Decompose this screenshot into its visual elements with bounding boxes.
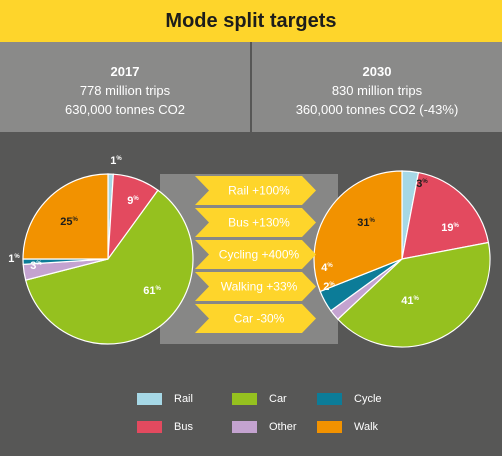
legend-label-cycle: Cycle <box>354 393 382 405</box>
pie-2030: 3% 19% 41% 2% 4% 31% <box>313 170 491 348</box>
change-arrow-3 <box>195 272 316 301</box>
chart-title: Mode split targets <box>165 9 337 32</box>
change-label-0: Rail +100% <box>228 184 290 198</box>
slice-label-2017-bus: 9% <box>127 195 139 207</box>
change-label-2: Cycling +400% <box>219 248 300 262</box>
legend-label-bus: Bus <box>174 421 193 433</box>
legend-swatch-bus <box>137 421 162 433</box>
legend-label-other: Other <box>269 421 297 433</box>
pie-slice-2030-bus <box>401 171 490 260</box>
legend-item-walk: Walk <box>317 421 378 433</box>
legend-swatch-rail <box>137 393 162 405</box>
pie-slice-2017-walk <box>22 173 109 260</box>
slice-label-2030-cycle: 4% <box>321 262 333 274</box>
change-label-3: Walking +33% <box>221 280 298 294</box>
panel-trips-2017: 778 million trips <box>79 83 171 98</box>
change-arrow-2 <box>195 240 316 269</box>
pie-slice-2017-car <box>24 189 194 345</box>
slice-label-2030-other: 2% <box>323 281 335 293</box>
change-arrow-1 <box>195 208 316 237</box>
legend-swatch-cycle <box>317 393 342 405</box>
panel-year-2030: 2030 <box>362 64 392 79</box>
panel-2030: 2030 830 million trips 360,000 tonnes CO… <box>252 42 502 132</box>
legend-swatch-other <box>232 421 257 433</box>
legend-item-car: Car <box>232 393 287 405</box>
change-label-4: Car -30% <box>234 312 285 326</box>
legend: Rail Car Cycle Bus Other Walk <box>0 380 502 456</box>
slice-label-2030-bus: 19% <box>441 222 459 234</box>
pie-slice-2030-car <box>337 241 491 348</box>
legend-item-cycle: Cycle <box>317 393 382 405</box>
pie-charts: 1% 9% 61% 3% 1% 25% 3% 19% 41% 2% 4% 31% Rail +100… <box>8 155 491 348</box>
panel-2017: 2017 778 million trips 630,000 tonnes CO… <box>0 42 250 132</box>
legend-item-rail: Rail <box>137 393 193 405</box>
change-arrows: Rail +100% Bus +130% Cycling +400% Walking … <box>195 176 316 333</box>
slice-label-2030-walk: 31% <box>357 217 375 229</box>
legend-label-walk: Walk <box>354 421 379 433</box>
change-arrow-4 <box>195 304 316 333</box>
change-label-1: Bus +130% <box>228 216 290 230</box>
legend-label-car: Car <box>269 393 287 405</box>
panel-year-2017: 2017 <box>110 64 140 79</box>
legend-item-other: Other <box>232 421 297 433</box>
change-arrow-0 <box>195 176 316 205</box>
legend-item-bus: Bus <box>137 421 193 433</box>
title-bar: Mode split targets <box>0 0 502 42</box>
panel-trips-2030: 830 million trips <box>331 83 423 98</box>
pie-slice-2030-walk <box>313 170 403 293</box>
slice-label-2030-rail: 3% <box>416 178 428 190</box>
legend-label-rail: Rail <box>174 393 193 405</box>
slice-label-2017-walk: 25% <box>60 216 78 228</box>
panel-co2-2017: 630,000 tonnes CO2 <box>65 102 185 117</box>
slice-label-2030-car: 41% <box>401 295 419 307</box>
slice-label-2017-cycle: 1% <box>8 253 20 265</box>
legend-swatch-walk <box>317 421 342 433</box>
slice-label-2017-other: 3% <box>30 260 42 272</box>
panel-co2-2030: 360,000 tonnes CO2 (-43%) <box>295 102 459 117</box>
slice-label-2017-rail: 1% <box>110 155 122 167</box>
pie-2017: 1% 9% 61% 3% 1% 25% <box>8 155 194 345</box>
slice-label-2017-car: 61% <box>143 285 161 297</box>
legend-swatch-car <box>232 393 257 405</box>
